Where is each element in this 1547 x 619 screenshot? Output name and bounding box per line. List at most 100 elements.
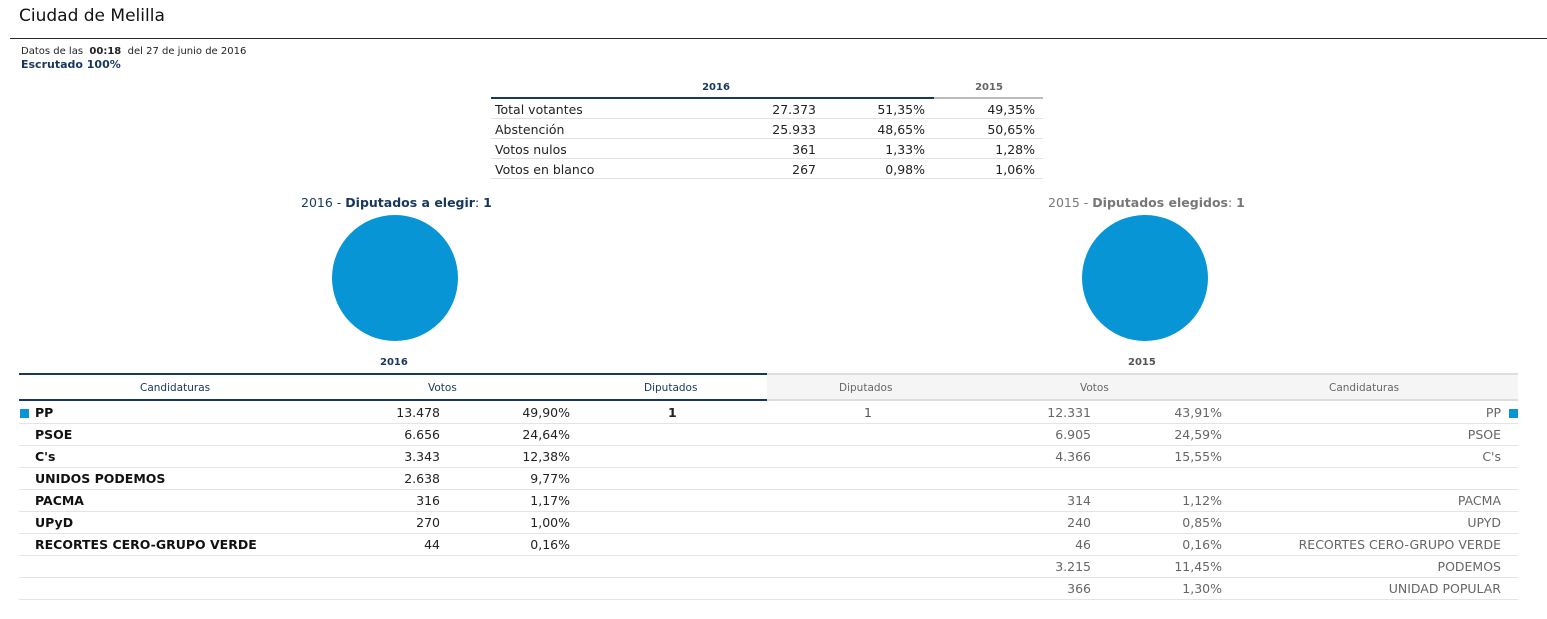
summary-row: Votos en blanco 267 0,98% 1,06%: [491, 159, 1043, 179]
party-name-2015: UPYD: [1467, 515, 1501, 530]
summary-pct-2016: 1,33%: [885, 142, 925, 157]
summary-pct-2015: 49,35%: [987, 102, 1035, 117]
pct-2016: 12,38%: [522, 449, 570, 464]
results-row: 366 1,30% UNIDAD POPULAR: [19, 578, 1518, 600]
pct-2015: 0,16%: [1182, 537, 1222, 552]
pie-colon-2016: :: [474, 195, 484, 210]
summary-year-2016: 2016: [702, 82, 730, 93]
votes-2015: 6.905: [1055, 427, 1091, 442]
pct-2015: 11,45%: [1174, 559, 1222, 574]
datos-suffix: del 27 de junio de 2016: [127, 46, 247, 57]
votes-2015: 46: [1075, 537, 1091, 552]
data-timestamp: Datos de las 00:18 del 27 de junio de 20…: [21, 46, 246, 57]
summary-pct-2015: 50,65%: [987, 122, 1035, 137]
party-name-2015: PODEMOS: [1437, 559, 1501, 574]
seats-pie-chart-2016[interactable]: [332, 215, 458, 341]
votes-2015: 4.366: [1055, 449, 1091, 464]
pie-year-2015: 2015: [1048, 195, 1080, 210]
header-candidaturas-2015: Candidaturas: [1329, 382, 1400, 394]
votes-2015: 3.215: [1055, 559, 1091, 574]
votes-2016: 44: [424, 537, 440, 552]
results-header-2015: Diputados Votos Candidaturas: [767, 373, 1518, 401]
party-name-2015: PACMA: [1457, 493, 1501, 508]
results-row: UPyD 270 1,00% 240 0,85% UPYD: [19, 512, 1518, 534]
pie-sep-2015: -: [1079, 195, 1093, 210]
pct-2015: 1,30%: [1182, 581, 1222, 596]
results-row: PACMA 316 1,17% 314 1,12% PACMA: [19, 490, 1518, 512]
votes-2016: 3.343: [404, 449, 440, 464]
summary-row: Votos nulos 361 1,33% 1,28%: [491, 139, 1043, 159]
summary-count-2016: 267: [792, 162, 816, 177]
pie-label-2016: Diputados a elegir: [345, 195, 475, 210]
summary-year-2015: 2015: [975, 82, 1003, 93]
results-row: UNIDOS PODEMOS 2.638 9,77%: [19, 468, 1518, 490]
summary-label: Votos en blanco: [495, 162, 595, 177]
party-name-2016: RECORTES CERO-GRUPO VERDE: [35, 537, 257, 552]
results-row: PP 13.478 49,90% 1 1 12.331 43,91% PP: [19, 402, 1518, 424]
header-diputados-2016: Diputados: [644, 382, 698, 394]
scrutiny-status: Escrutado 100%: [21, 58, 121, 71]
pct-2016: 24,64%: [522, 427, 570, 442]
party-name-2016: C's: [35, 449, 56, 464]
pie-title-2016: 2016 - Diputados a elegir: 1: [301, 195, 492, 210]
summary-header-rule-2015: [934, 97, 1043, 99]
results-row: C's 3.343 12,38% 4.366 15,55% C's: [19, 446, 1518, 468]
summary-count-2016: 27.373: [772, 102, 816, 117]
votes-2016: 6.656: [404, 427, 440, 442]
pie-value-2015: 1: [1236, 195, 1245, 210]
pct-2016: 1,17%: [530, 493, 570, 508]
results-header-2016: Candidaturas Votos Diputados: [19, 373, 767, 401]
results-year-2016: 2016: [380, 357, 408, 368]
party-name-2016: PSOE: [35, 427, 73, 442]
pie-colon-2015: :: [1227, 195, 1237, 210]
summary-pct-2015: 1,06%: [995, 162, 1035, 177]
party-name-2015: PSOE: [1467, 427, 1501, 442]
votes-2015: 366: [1067, 581, 1091, 596]
votes-2016: 13.478: [396, 405, 440, 420]
datos-time: 00:18: [89, 46, 122, 57]
pct-2016: 49,90%: [522, 405, 570, 420]
datos-prefix: Datos de las: [21, 46, 84, 57]
party-name-2015: C's: [1482, 449, 1501, 464]
header-votos-2015: Votos: [1080, 382, 1109, 394]
party-color-swatch: [20, 409, 29, 418]
summary-row: Abstención 25.933 48,65% 50,65%: [491, 119, 1043, 139]
summary-pct-2016: 0,98%: [885, 162, 925, 177]
summary-label: Total votantes: [495, 102, 583, 117]
summary-count-2016: 361: [792, 142, 816, 157]
votes-2015: 240: [1067, 515, 1091, 530]
results-row: 3.215 11,45% PODEMOS: [19, 556, 1518, 578]
summary-pct-2016: 51,35%: [877, 102, 925, 117]
page-title: Ciudad de Melilla: [19, 6, 165, 26]
party-name-2016: PACMA: [35, 493, 84, 508]
pie-year-2016: 2016: [301, 195, 333, 210]
pct-2015: 0,85%: [1182, 515, 1222, 530]
summary-label: Votos nulos: [495, 142, 567, 157]
pct-2015: 1,12%: [1182, 493, 1222, 508]
summary-label: Abstención: [495, 122, 565, 137]
summary-pct-2016: 48,65%: [877, 122, 925, 137]
party-name-2015: RECORTES CERO-GRUPO VERDE: [1298, 537, 1501, 552]
summary-pct-2015: 1,28%: [995, 142, 1035, 157]
summary-count-2016: 25.933: [772, 122, 816, 137]
party-name-2015: PP: [1485, 405, 1501, 420]
pct-2016: 0,16%: [530, 537, 570, 552]
summary-row: Total votantes 27.373 51,35% 49,35%: [491, 99, 1043, 119]
seats-pie-chart-2015[interactable]: [1082, 215, 1208, 341]
summary-header-rule-2016: [491, 97, 934, 99]
party-name-2016: PP: [35, 405, 54, 420]
results-row: RECORTES CERO-GRUPO VERDE 44 0,16% 46 0,…: [19, 534, 1518, 556]
votes-2015: 12.331: [1047, 405, 1091, 420]
header-votos-2016: Votos: [428, 382, 457, 394]
pie-value-2016: 1: [483, 195, 492, 210]
pie-label-2015: Diputados elegidos: [1092, 195, 1228, 210]
party-name-2015: UNIDAD POPULAR: [1388, 581, 1501, 596]
seats-2016: 1: [668, 405, 677, 420]
pct-2015: 15,55%: [1174, 449, 1222, 464]
title-divider: [10, 38, 1547, 39]
pct-2015: 24,59%: [1174, 427, 1222, 442]
party-name-2016: UNIDOS PODEMOS: [35, 471, 166, 486]
header-candidaturas-2016: Candidaturas: [140, 382, 211, 394]
votes-2015: 314: [1067, 493, 1091, 508]
seats-2015: 1: [864, 405, 872, 420]
